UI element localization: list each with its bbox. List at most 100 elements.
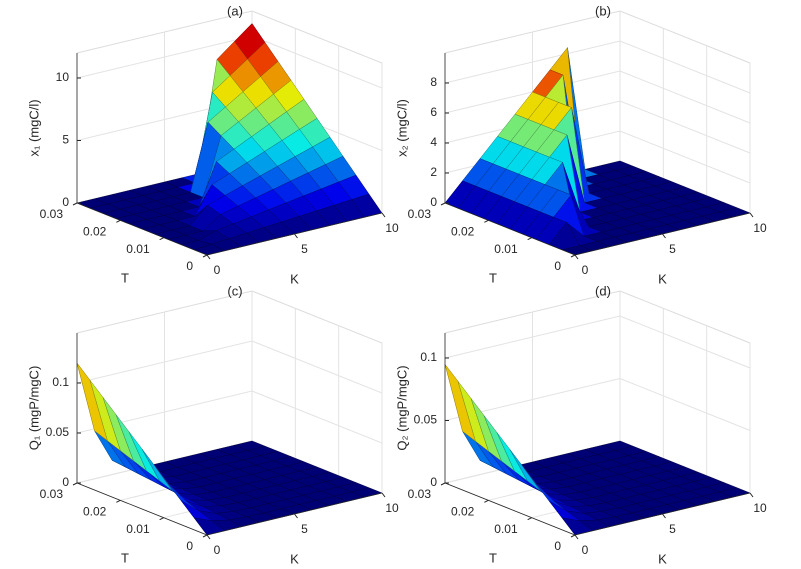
- y-tick-label: 0: [554, 539, 561, 553]
- z-tick-label: 0.05: [414, 413, 438, 427]
- y-tick: [440, 202, 446, 206]
- x-tick: [381, 492, 386, 498]
- x-tick: [206, 534, 211, 540]
- z-tick-label: 8: [430, 75, 437, 89]
- axis-line: [76, 482, 208, 536]
- y-tick-label: 0.02: [451, 505, 475, 519]
- y-tick: [440, 482, 446, 486]
- x-tick: [381, 212, 386, 218]
- z-tick-label: 2: [430, 165, 437, 179]
- x-tick-label: 10: [385, 221, 399, 235]
- y-tick: [72, 482, 78, 486]
- y-tick: [484, 219, 489, 223]
- y-tick-label: 0.01: [126, 242, 150, 256]
- y-tick: [570, 534, 576, 538]
- axis-line: [76, 202, 208, 256]
- y-axis-label: T: [121, 270, 129, 285]
- x-tick: [574, 254, 579, 260]
- y-tick: [202, 254, 208, 258]
- grid-line: [444, 377, 751, 431]
- x-tick-label: 10: [385, 501, 399, 515]
- y-tick-label: 0: [186, 539, 193, 553]
- y-axis-label: T: [121, 550, 129, 565]
- grid-line: [76, 340, 383, 394]
- y-tick: [484, 499, 489, 503]
- y-tick-label: 0.03: [40, 207, 64, 221]
- panel-title: (c): [227, 283, 242, 298]
- y-tick-label: 0: [186, 259, 193, 273]
- x-axis-label: K: [290, 551, 299, 566]
- y-tick: [527, 517, 532, 521]
- y-tick: [159, 517, 164, 521]
- y-tick: [116, 219, 121, 223]
- y-tick: [570, 254, 576, 258]
- axis-line: [444, 202, 576, 256]
- z-tick-label: 0: [430, 475, 437, 489]
- y-tick-label: 0.02: [451, 225, 475, 239]
- y-tick-label: 0.01: [494, 242, 518, 256]
- z-axis-label: Q₁ (mgP/mgC): [26, 366, 41, 451]
- y-tick-label: 0.03: [40, 487, 64, 501]
- grid-line: [444, 40, 751, 94]
- x-tick-label: 5: [301, 242, 308, 256]
- z-tick-label: 10: [56, 70, 70, 84]
- z-tick-label: 4: [430, 135, 437, 149]
- x-tick-label: 10: [753, 221, 767, 235]
- x-tick: [662, 513, 666, 519]
- x-tick-label: 5: [669, 242, 676, 256]
- z-tick-label: 0.1: [52, 375, 69, 389]
- z-tick-label: 0.1: [420, 350, 437, 364]
- x-axis-label: K: [290, 271, 299, 286]
- z-tick-label: 0: [430, 195, 437, 209]
- panel-title: (a): [227, 3, 243, 18]
- x-tick: [662, 233, 666, 239]
- y-tick-label: 0: [554, 259, 561, 273]
- x-tick-label: 5: [301, 522, 308, 536]
- x-tick: [749, 492, 754, 498]
- grid-line: [76, 390, 383, 444]
- y-tick-label: 0.01: [126, 522, 150, 536]
- y-tick-label: 0.01: [494, 522, 518, 536]
- x-tick: [206, 254, 211, 260]
- x-tick-label: 0: [582, 263, 589, 277]
- x-tick-label: 10: [753, 501, 767, 515]
- panel-title: (b): [595, 3, 611, 18]
- x-axis-label: K: [658, 271, 667, 286]
- y-tick: [116, 499, 121, 503]
- x-tick-label: 0: [214, 263, 221, 277]
- y-tick-label: 0.03: [408, 487, 432, 501]
- y-tick: [159, 237, 164, 241]
- y-axis-label: T: [489, 270, 497, 285]
- z-tick-label: 6: [430, 105, 437, 119]
- grid-line: [444, 70, 751, 124]
- z-axis-label: x₁ (mgC/l): [26, 99, 41, 156]
- y-tick-label: 0.02: [83, 505, 107, 519]
- z-axis-label: Q₂ (mgP/mgC): [394, 365, 409, 450]
- y-tick-label: 0.02: [83, 225, 107, 239]
- z-tick-label: 5: [62, 133, 69, 147]
- z-tick-label: 0.05: [46, 425, 70, 439]
- y-tick: [202, 534, 208, 538]
- z-tick-label: 0: [62, 195, 69, 209]
- x-tick: [749, 212, 754, 218]
- x-tick: [294, 233, 298, 239]
- panel-title: (d): [595, 283, 611, 298]
- grid-line: [444, 315, 751, 369]
- y-tick: [527, 237, 532, 241]
- y-axis-label: T: [489, 550, 497, 565]
- x-tick: [574, 534, 579, 540]
- z-axis-label: x₂ (mgC/l): [394, 99, 409, 157]
- y-tick-label: 0.03: [408, 207, 432, 221]
- x-tick: [294, 513, 298, 519]
- x-tick-label: 0: [582, 543, 589, 557]
- x-tick-label: 0: [214, 543, 221, 557]
- y-tick: [72, 202, 78, 206]
- x-tick-label: 5: [669, 522, 676, 536]
- z-tick-label: 0: [62, 475, 69, 489]
- x-axis-label: K: [658, 551, 667, 566]
